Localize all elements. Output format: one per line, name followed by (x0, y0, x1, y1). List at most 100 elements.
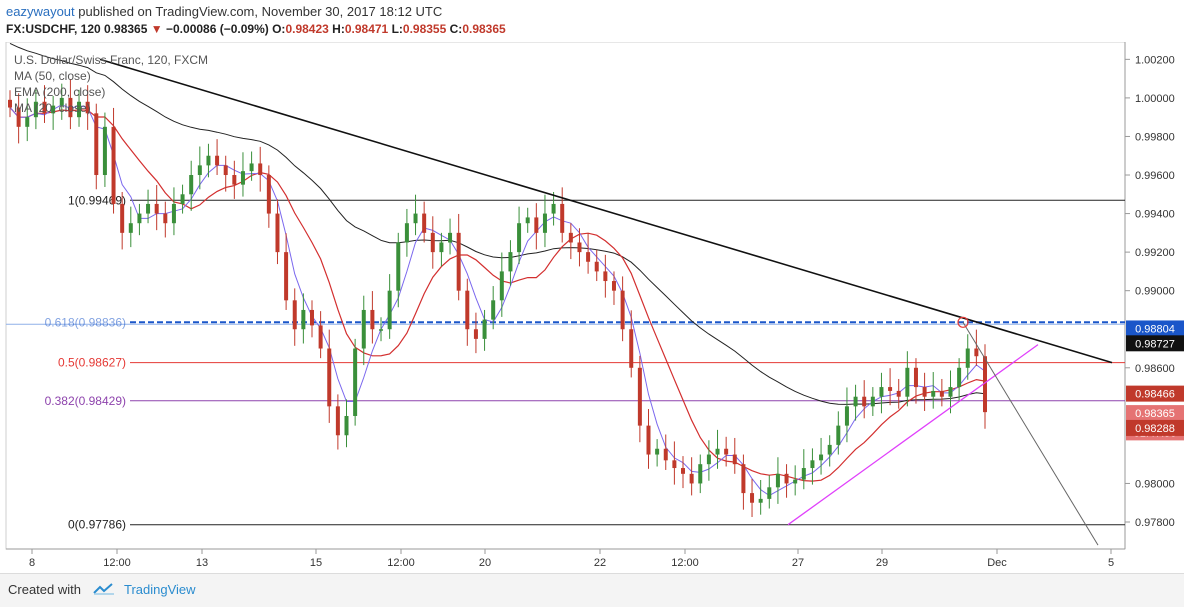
candle-body (422, 213, 427, 233)
candle-body (275, 213, 280, 253)
price-tick-label: 0.99600 (1135, 170, 1175, 182)
candle-body (758, 498, 763, 503)
candle-body (404, 223, 409, 243)
legend-ema200: EMA (200, close) (14, 85, 106, 99)
ohlc-line: FX:USDCHF, 120 0.98365 ▼ −0.00086 (−0.09… (6, 22, 506, 36)
open-value: 0.98423 (285, 22, 329, 36)
candle-body (957, 367, 962, 388)
candle-body (249, 163, 254, 172)
candle-body (681, 468, 686, 474)
candle-body (344, 415, 349, 436)
time-tick-label: 15 (310, 557, 322, 569)
candle-body (775, 473, 780, 488)
candle-body (335, 406, 340, 436)
candle-body (163, 213, 168, 224)
candle-body (499, 271, 504, 301)
fib-level-label: 0.382(0.98429) (45, 394, 126, 408)
touch-marker-icon (957, 316, 969, 328)
legend-ma50: MA (50, close) (14, 69, 91, 83)
legend-ma20: MA (20, close) (14, 101, 91, 115)
symbol-label: FX:USDCHF, 120 (6, 22, 101, 36)
ma50-line (9, 107, 986, 482)
downtrend-line (99, 58, 1113, 364)
candle-body (102, 126, 107, 176)
candle-body (361, 309, 366, 349)
fib-level-label: 1(0.99469) (68, 193, 126, 207)
candle-body (698, 464, 703, 484)
candle-body (896, 390, 901, 397)
price-axis: 1.00200 1.00000 0.99800 0.99600 0.99400 0.992… (1125, 54, 1175, 529)
publish-info: eazywayout published on TradingView.com,… (6, 4, 442, 19)
candle-body (482, 319, 487, 339)
time-tick-label: 22 (594, 557, 606, 569)
candle-body (732, 454, 737, 465)
candle-body (879, 387, 884, 397)
time-tick-label: 8 (29, 557, 35, 569)
price-tick-label: 0.99000 (1135, 286, 1175, 298)
candle-body (525, 217, 530, 224)
candle-body (51, 105, 56, 114)
tradingview-link[interactable]: TradingView (124, 582, 196, 597)
candle-body (413, 213, 418, 224)
candle-body (232, 175, 237, 185)
candle-body (128, 223, 133, 233)
candle-body (387, 290, 392, 330)
candle-body (663, 448, 668, 461)
candle-body (931, 390, 936, 397)
price-label-box (1126, 405, 1184, 422)
candle-body (629, 329, 634, 368)
candle-body (974, 348, 979, 357)
candle-body (154, 203, 159, 214)
candle-body (85, 101, 90, 114)
footer: Created with TradingView (0, 573, 1184, 607)
low-label: L: (391, 22, 403, 36)
candle-body (784, 473, 789, 484)
candle-body (836, 425, 841, 445)
candle-body (741, 464, 746, 494)
candle-body (379, 329, 384, 331)
price-label-text: 0.98466 (1135, 389, 1175, 401)
candle-body (568, 232, 573, 243)
price-tick-label: 1.00200 (1135, 54, 1175, 66)
high-value: 0.98471 (344, 22, 389, 36)
candle-body (965, 348, 970, 368)
candle-body (577, 242, 582, 253)
candle-body (724, 448, 729, 455)
candle-body (939, 390, 944, 397)
price-chart[interactable]: 1.00200 1.00000 0.99800 0.99600 0.99400 0.992… (0, 42, 1184, 573)
price-tick-label: 0.99400 (1135, 209, 1175, 221)
candle-body (137, 213, 142, 224)
price-tick-label: 0.97800 (1135, 517, 1175, 529)
candle-body (827, 444, 832, 455)
candle-body (258, 163, 263, 176)
candle-body (111, 126, 116, 204)
time-tick-label: 5 (1108, 557, 1114, 569)
candle-body (706, 454, 711, 465)
candle-body (853, 396, 858, 407)
candle-body (327, 348, 332, 407)
candle-body (948, 387, 953, 397)
candle-body (491, 300, 496, 320)
candle-body (189, 175, 194, 195)
candle-body (862, 396, 867, 407)
candle-body (284, 252, 289, 301)
trend-lines (99, 58, 1113, 546)
candle-body (534, 217, 539, 233)
time-tick-label: 29 (876, 557, 888, 569)
candle-body (542, 213, 547, 233)
author-link[interactable]: eazywayout (6, 4, 75, 19)
candle-body (77, 101, 82, 118)
time-tick-label: 12:00 (387, 557, 415, 569)
candle-body (473, 329, 478, 339)
candle-body (215, 155, 220, 166)
price-label-box (1126, 419, 1184, 436)
candle-body (844, 406, 849, 426)
down-arrow-icon: ▼ (150, 22, 163, 36)
candle-body (810, 460, 815, 469)
candle-body (180, 194, 185, 204)
fib-level-label: 0(0.97786) (68, 518, 126, 532)
candle-body (353, 348, 358, 416)
candle-body (318, 325, 323, 349)
price-tick-label: 1.00000 (1135, 93, 1175, 105)
close-label: C: (449, 22, 463, 36)
